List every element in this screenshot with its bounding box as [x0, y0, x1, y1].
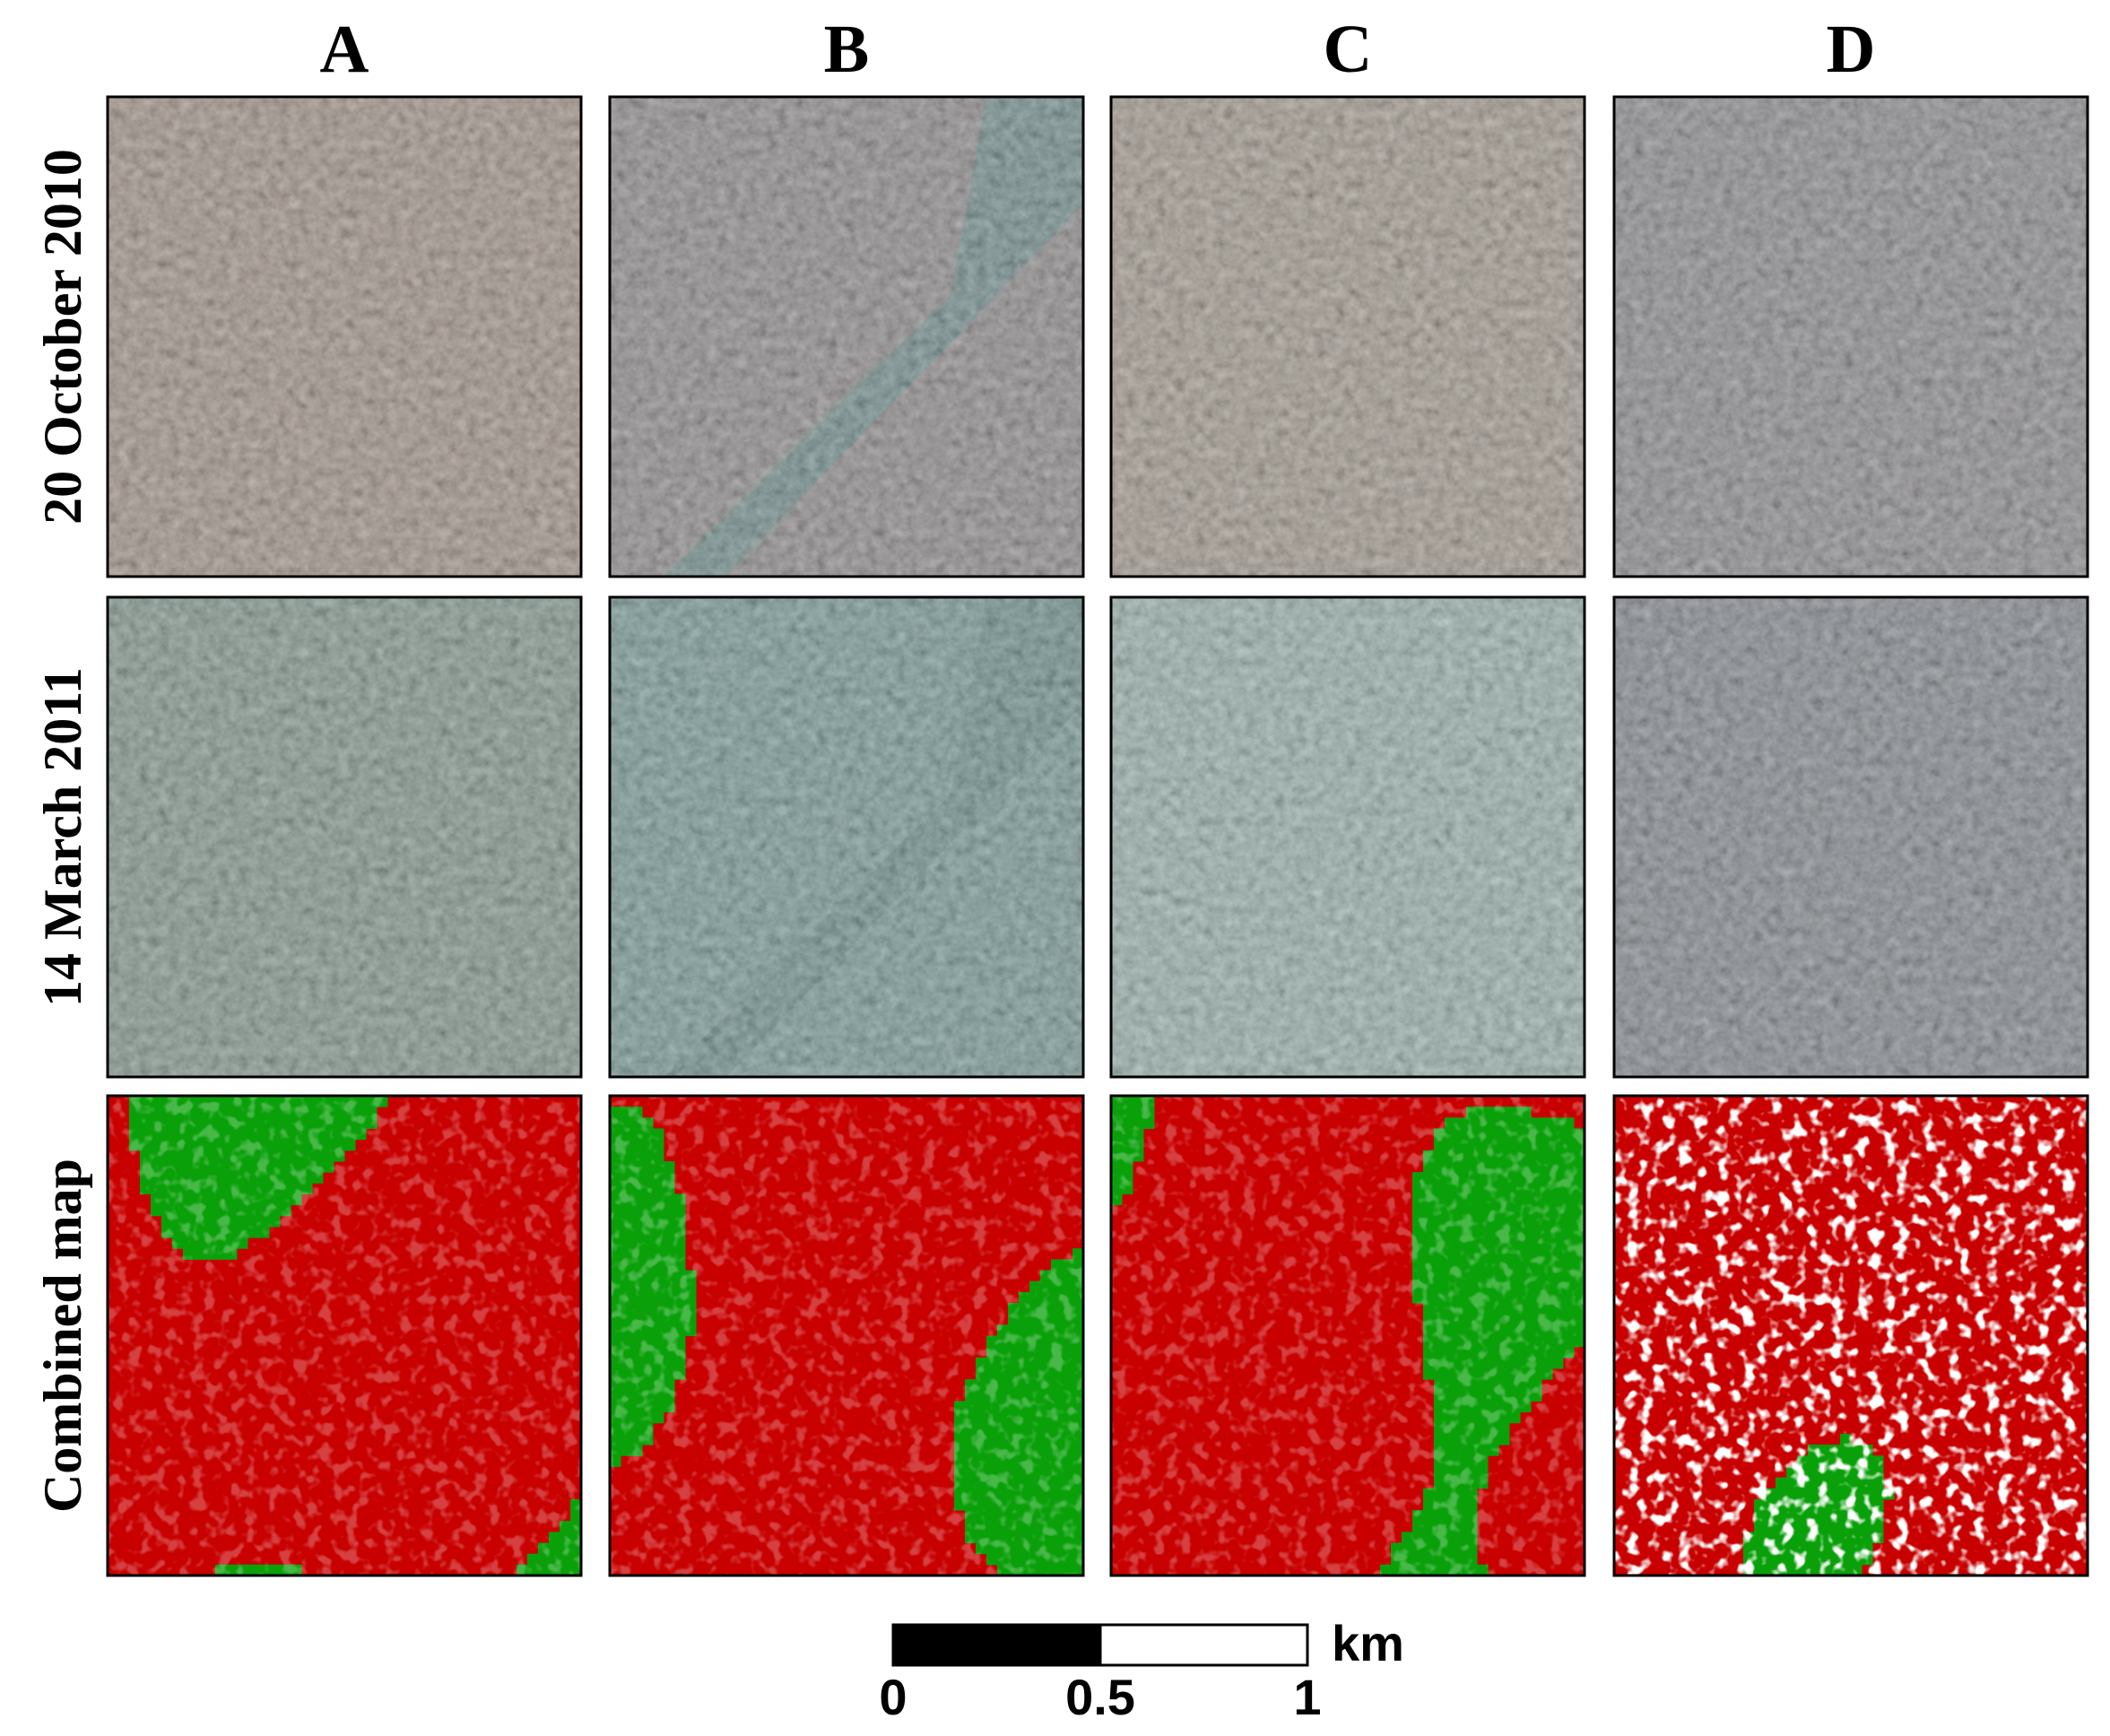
panel-border — [1612, 1094, 2089, 1577]
panel — [106, 1094, 583, 1577]
panel-border — [608, 595, 1085, 1079]
column-label: D — [1827, 12, 1876, 87]
scale-segment — [1098, 1623, 1309, 1667]
panel-border — [1612, 595, 2089, 1079]
panel-border — [608, 95, 1085, 578]
image-texture — [1111, 597, 1585, 1077]
panel-border — [1109, 1094, 1586, 1577]
scale-tick-label: 0.5 — [1065, 1669, 1135, 1725]
row-label: Combined map — [33, 1159, 92, 1513]
damage-speckle — [1614, 1096, 2088, 1575]
panel-border — [608, 1094, 1085, 1577]
image-texture — [1111, 97, 1585, 577]
panel — [1109, 595, 1586, 1079]
panel-border — [1109, 595, 1586, 1079]
panel — [1109, 95, 1586, 578]
column-label: B — [824, 12, 870, 87]
scale-unit: km — [1332, 1615, 1404, 1671]
damage-speckle — [610, 1096, 1083, 1575]
column-label: C — [1324, 12, 1373, 87]
panel — [106, 95, 583, 578]
damage-speckle — [108, 1096, 581, 1575]
panel-border — [1109, 95, 1586, 578]
panel-border — [106, 95, 583, 578]
panel-border — [1612, 95, 2089, 578]
panel-border — [106, 595, 583, 1079]
image-texture — [610, 97, 1083, 577]
scale-tick-label: 0 — [879, 1669, 907, 1725]
image-texture — [1614, 597, 2088, 1077]
panel — [1109, 1094, 1586, 1577]
panel — [1612, 595, 2089, 1079]
damage-speckle — [1111, 1096, 1585, 1575]
row-label: 14 March 2011 — [33, 667, 92, 1007]
image-texture — [1614, 97, 2088, 577]
scale-segment — [891, 1623, 1102, 1667]
panel — [106, 595, 583, 1079]
panel — [608, 1094, 1085, 1577]
panel — [608, 595, 1085, 1079]
panel — [608, 95, 1085, 578]
image-texture — [610, 597, 1083, 1077]
scale-tick-label: 1 — [1293, 1669, 1321, 1725]
image-texture — [108, 97, 581, 577]
column-label: A — [320, 12, 369, 87]
row-label: 20 October 2010 — [33, 149, 92, 525]
image-texture — [108, 597, 581, 1077]
panel — [1612, 95, 2089, 578]
panel-border — [106, 1094, 583, 1577]
panel — [1612, 1094, 2089, 1577]
